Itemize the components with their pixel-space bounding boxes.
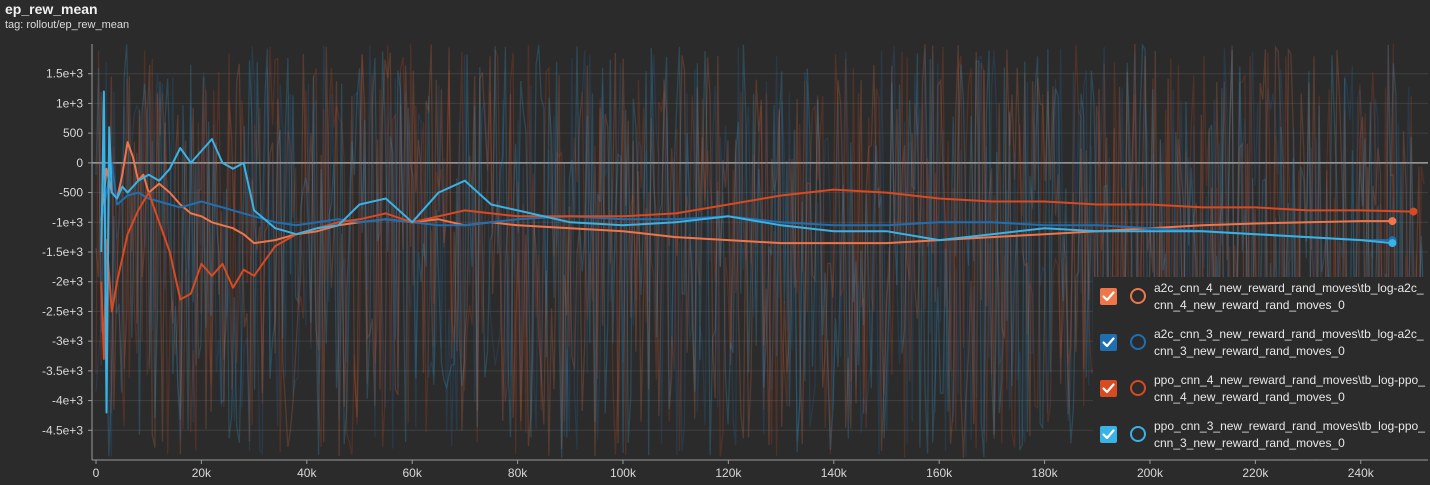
checkbox-a2c-cnn-3[interactable] <box>1100 334 1117 351</box>
x-tick-label: 0 <box>93 466 100 480</box>
y-tick-label: -3e+3 <box>52 334 83 348</box>
y-tick-label: -2e+3 <box>52 275 83 289</box>
x-tick-label: 240k <box>1348 466 1375 480</box>
circle-icon <box>1130 426 1146 442</box>
smoothed-series <box>100 90 1418 414</box>
series-end-marker-3 <box>1388 239 1397 248</box>
x-tick-label: 180k <box>1032 466 1059 480</box>
x-tick-label: 40k <box>297 466 317 480</box>
y-tick-label: 1e+3 <box>56 96 83 110</box>
y-tick-label: -1e+3 <box>52 215 83 229</box>
legend-item-a2c-cnn-3[interactable]: a2c_cnn_3_new_reward_rand_moves\tb_log-a… <box>1093 323 1430 365</box>
legend-item-ppo-cnn-3[interactable]: ppo_cnn_3_new_reward_rand_moves\tb_log-p… <box>1093 415 1430 457</box>
y-tick-label: -3.5e+3 <box>42 364 83 378</box>
x-tick-label: 160k <box>926 466 953 480</box>
x-tick-label: 100k <box>610 466 637 480</box>
y-tick-label: 1.5e+3 <box>46 67 83 81</box>
checkbox-ppo-cnn-3[interactable] <box>1100 426 1117 443</box>
circle-icon <box>1130 334 1146 350</box>
y-tick-label: 500 <box>63 126 83 140</box>
raw-trace-0 <box>95 43 1425 460</box>
checkbox-a2c-cnn-4[interactable] <box>1100 288 1117 305</box>
series-line-2 <box>100 188 1414 360</box>
legend: a2c_cnn_4_new_reward_rand_moves\tb_log-a… <box>1093 277 1430 459</box>
checkmark-icon <box>1102 291 1115 302</box>
legend-label: a2c_cnn_3_new_reward_rand_moves\tb_log-a… <box>1154 327 1424 358</box>
y-tick-label: -4e+3 <box>52 394 83 408</box>
checkmark-icon <box>1102 429 1115 440</box>
raw-trace-1 <box>95 45 1425 457</box>
y-tick-label: 0 <box>76 156 83 170</box>
checkmark-icon <box>1102 337 1115 348</box>
legend-label: ppo_cnn_3_new_reward_rand_moves\tb_log-p… <box>1154 419 1425 450</box>
x-tick-label: 220k <box>1242 466 1269 480</box>
circle-icon <box>1130 288 1146 304</box>
series-line-1 <box>100 161 1393 242</box>
axes: 1.5e+3 1e+3 500 0 -500 -1e+3 -1.5e+3 -2e+3 -2.5e… <box>42 44 1428 480</box>
circle-icon <box>1130 380 1146 396</box>
chart-tag: tag: rollout/ep_rew_mean <box>5 19 130 31</box>
y-tick-label: -500 <box>59 186 83 200</box>
legend-label: a2c_cnn_4_new_reward_rand_moves\tb_log-a… <box>1154 281 1424 312</box>
chart-title: ep_rew_mean <box>5 1 98 17</box>
x-tick-label: 20k <box>192 466 212 480</box>
legend-item-ppo-cnn-4[interactable]: ppo_cnn_4_new_reward_rand_moves\tb_log-p… <box>1093 369 1430 411</box>
series-line-3 <box>100 90 1393 414</box>
checkmark-icon <box>1102 383 1115 394</box>
legend-label: ppo_cnn_4_new_reward_rand_moves\tb_log-p… <box>1154 373 1425 404</box>
x-tick-label: 120k <box>715 466 742 480</box>
x-tick-label: 80k <box>508 466 528 480</box>
series-line-0 <box>100 141 1393 245</box>
checkbox-ppo-cnn-4[interactable] <box>1100 380 1117 397</box>
series-end-marker-2 <box>1409 207 1418 216</box>
x-tick-label: 140k <box>821 466 848 480</box>
legend-item-a2c-cnn-4[interactable]: a2c_cnn_4_new_reward_rand_moves\tb_log-a… <box>1093 277 1430 319</box>
series-end-marker-0 <box>1388 217 1397 226</box>
y-tick-label: -2.5e+3 <box>42 304 83 318</box>
y-tick-label: -4.5e+3 <box>42 423 83 437</box>
y-tick-label: -1.5e+3 <box>42 245 83 259</box>
raw-trace-2 <box>95 44 1425 460</box>
x-tick-label: 200k <box>1137 466 1164 480</box>
x-tick-label: 60k <box>403 466 423 480</box>
